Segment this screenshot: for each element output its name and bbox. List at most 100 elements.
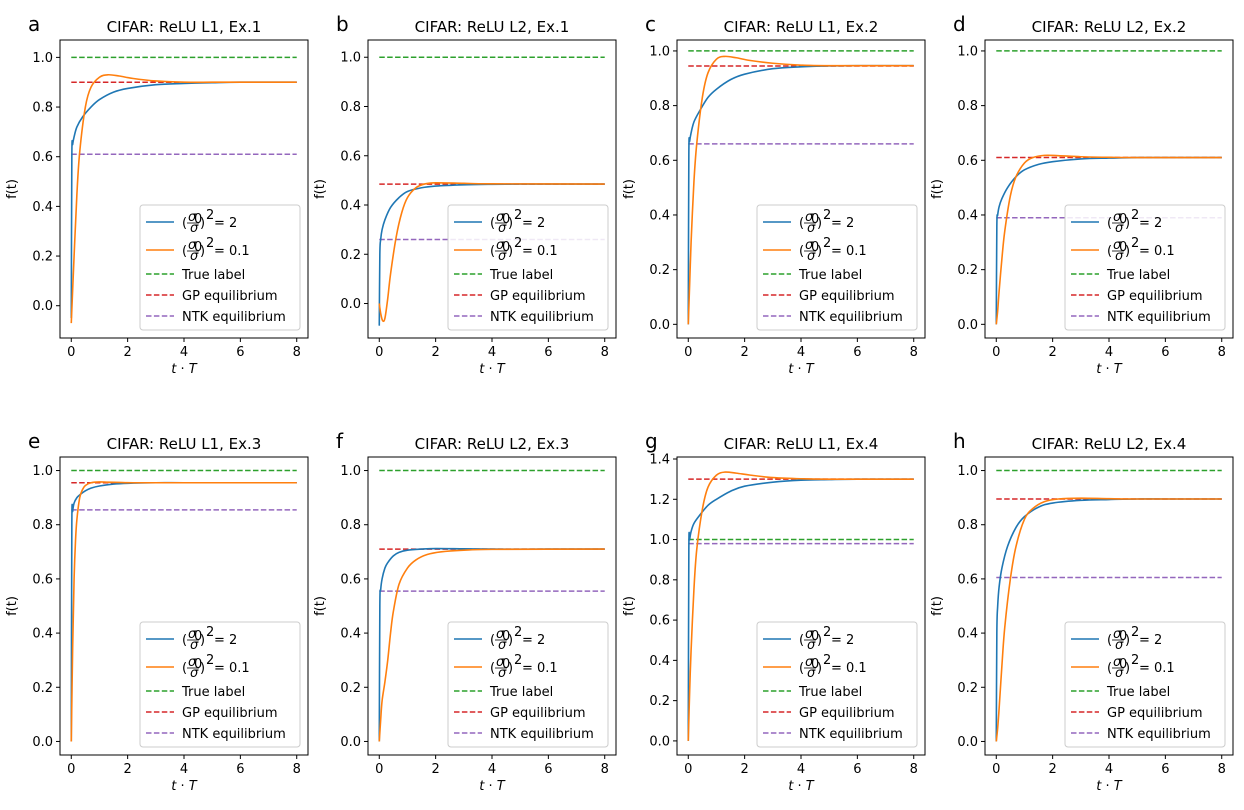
y-tick-label: 0.2	[649, 694, 670, 709]
x-tick-label: 0	[375, 762, 383, 777]
x-axis-label: t · T	[788, 779, 815, 794]
legend-label: True label	[489, 268, 553, 283]
x-tick-label: 0	[67, 345, 75, 360]
legend-box	[447, 204, 609, 331]
y-tick-label: 1.0	[649, 533, 670, 548]
panel-title: CIFAR: ReLU L1, Ex.4	[724, 435, 879, 453]
legend-frac-num: σ	[188, 210, 197, 225]
panel-title: CIFAR: ReLU L2, Ex.3	[415, 435, 570, 453]
legend-label: = 2	[1139, 633, 1162, 648]
y-tick-label: 0.8	[32, 101, 53, 116]
legend-paren-close: )	[200, 661, 205, 676]
plot-area	[70, 56, 297, 324]
x-axis-label-dot: ·	[1106, 362, 1110, 377]
x-axis-label: t · T	[171, 779, 198, 794]
panel-e: 0 2 4 6 80.00.20.40.60.81.0t · Tf(t)CIFAR: R…	[5, 429, 309, 794]
series-line-sigma-0-1	[687, 471, 914, 741]
x-tick-label: 6	[236, 762, 244, 777]
legend-label: NTK equilibrium	[182, 727, 286, 742]
legend-frac-den: σ	[498, 666, 507, 681]
panel-letter: g	[645, 429, 658, 453]
x-tick-label: 6	[544, 345, 552, 360]
legend-exponent: 2	[823, 208, 831, 223]
legend-paren-close: )	[508, 216, 513, 231]
legend-label: GP equilibrium	[1107, 706, 1202, 721]
x-axis-label-t: t	[171, 779, 180, 794]
legend-frac-sub: 0	[194, 240, 202, 255]
legend-frac-num: σ	[188, 627, 197, 642]
y-tick-label: 0.6	[32, 150, 53, 165]
legend-paren-close: )	[200, 633, 205, 648]
x-axis-label-t: t	[1096, 779, 1105, 794]
legend-exponent: 2	[1131, 208, 1139, 223]
legend-frac-sub: 0	[1119, 212, 1127, 227]
x-tick-label: 8	[293, 345, 301, 360]
x-axis-label-T: T	[802, 779, 815, 794]
x-axis-label-dot: ·	[181, 779, 185, 794]
x-tick-label: 4	[488, 345, 496, 360]
legend-exponent: 2	[823, 625, 831, 640]
legend-frac-den: σ	[190, 666, 199, 681]
plot-area	[687, 471, 914, 741]
legend-frac-num: σ	[805, 655, 814, 670]
legend-label: = 0.1	[214, 244, 250, 259]
legend-exponent: 2	[1131, 653, 1139, 668]
y-tick-label: 0.2	[340, 248, 361, 263]
legend-paren-close: )	[817, 633, 822, 648]
y-tick-label: 0.8	[649, 573, 670, 588]
y-tick-label: 0.6	[957, 154, 978, 169]
legend-label: NTK equilibrium	[490, 310, 594, 325]
y-tick-label: 0.2	[649, 263, 670, 278]
legend-frac-num: σ	[496, 627, 505, 642]
legend-frac-den: σ	[190, 638, 199, 653]
legend-frac-num: σ	[188, 655, 197, 670]
y-axis-label: f(t)	[5, 596, 20, 616]
legend-frac-den: σ	[1115, 638, 1124, 653]
legend-paren-close: )	[817, 244, 822, 259]
x-axis-label: t · T	[788, 362, 815, 377]
legend-frac-num: σ	[1113, 210, 1122, 225]
y-tick-label: 0.2	[957, 681, 978, 696]
x-axis-label-T: T	[185, 362, 198, 377]
legend-label: = 0.1	[214, 661, 250, 676]
panel-letter: b	[336, 12, 349, 36]
y-tick-label: 0.6	[32, 572, 53, 587]
legend-paren-open: (	[182, 633, 187, 648]
legend-frac-den: σ	[1115, 249, 1124, 264]
y-tick-label: 1.0	[649, 44, 670, 59]
legend-label: GP equilibrium	[490, 706, 585, 721]
plot-area	[995, 469, 1222, 742]
y-tick-label: 1.0	[957, 44, 978, 59]
y-axis-label: f(t)	[622, 179, 637, 199]
panel-title: CIFAR: ReLU L1, Ex.1	[107, 18, 262, 36]
legend-frac-den: σ	[190, 221, 199, 236]
legend-label: = 0.1	[522, 661, 558, 676]
legend-exponent: 2	[514, 653, 522, 668]
x-tick-label: 4	[1105, 762, 1113, 777]
panel-title: CIFAR: ReLU L2, Ex.1	[415, 18, 570, 36]
legend-paren-close: )	[1125, 244, 1130, 259]
legend-exponent: 2	[206, 236, 214, 251]
x-axis-label-dot: ·	[798, 779, 802, 794]
y-tick-label: 0.4	[340, 199, 361, 214]
y-tick-label: 0.4	[649, 208, 670, 223]
x-tick-label: 6	[236, 345, 244, 360]
legend-paren-open: (	[1107, 661, 1112, 676]
x-tick-label: 6	[853, 762, 861, 777]
legend-label: GP equilibrium	[182, 289, 277, 304]
series-line-sigma-0-1	[378, 182, 605, 323]
x-tick-label: 2	[431, 762, 439, 777]
legend-exponent: 2	[514, 236, 522, 251]
x-axis-label-t: t	[479, 362, 488, 377]
x-tick-label: 8	[1218, 345, 1226, 360]
x-tick-label: 6	[1161, 345, 1169, 360]
legend-frac-sub: 0	[1119, 240, 1127, 255]
y-tick-label: 0.0	[649, 318, 670, 333]
legend-frac-sub: 0	[502, 212, 510, 227]
y-tick-label: 1.2	[649, 493, 670, 508]
panel-a: 0 2 4 6 80.00.20.40.60.81.0t · Tf(t)CIFAR: R…	[5, 12, 309, 377]
legend-label: GP equilibrium	[1107, 289, 1202, 304]
legend-frac-sub: 0	[502, 240, 510, 255]
